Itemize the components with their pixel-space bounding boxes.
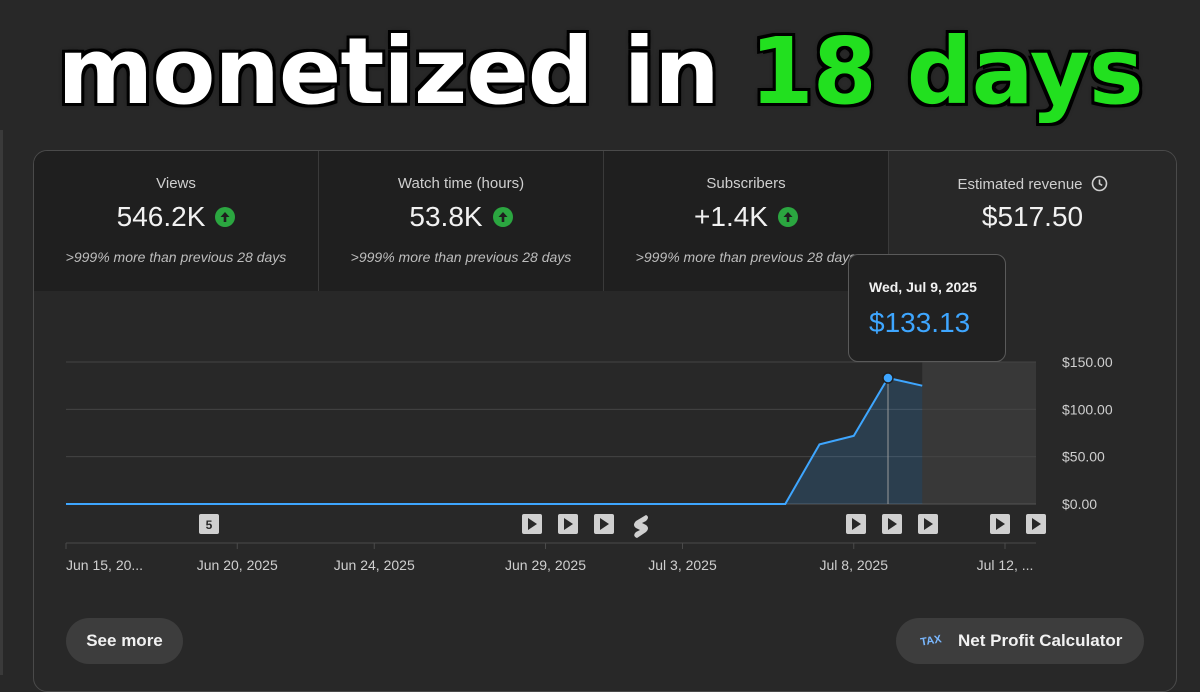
clock-icon [1091,175,1108,196]
arrow-up-icon [492,207,513,227]
stat-comparison: >999% more than previous 28 days [350,249,572,265]
play-icon [888,518,897,530]
y-tick-label: $150.00 [1062,354,1113,370]
stat-views[interactable]: Views 546.2K >999% more than previous 28… [34,151,319,291]
x-tick-label: Jun 24, 2025 [334,557,415,573]
chart-tooltip: Wed, Jul 9, 2025 $133.13 [848,254,1006,362]
stat-watch-time[interactable]: Watch time (hours) 53.8K >999% more than… [319,151,604,291]
play-icon [564,518,573,530]
play-icon [996,518,1005,530]
x-tick-label: Jul 8, 2025 [820,557,889,573]
headline: monetized in 18 days [0,12,1200,132]
net-profit-calculator-button[interactable]: TAX Net Profit Calculator [896,618,1144,664]
x-tick-label: Jul 3, 2025 [648,557,717,573]
y-tick-label: $100.00 [1062,401,1113,417]
play-icon [600,518,609,530]
play-icon [528,518,537,530]
stat-comparison: >999% more than previous 28 days [635,249,857,265]
tooltip-value: $133.13 [869,307,971,338]
x-tick-label: Jul 12, ... [977,557,1034,573]
stat-value: 53.8K [409,201,483,232]
y-tick-label: $0.00 [1062,496,1097,512]
revenue-chart[interactable]: $150.00 $100.00 $50.00 $0.00 5 Jun 15, 20... J… [0,0,1200,675]
stat-label-text: Estimated revenue [957,176,1083,193]
left-divider [0,130,3,675]
highlighted-point [882,372,894,384]
x-tick-label: Jun 20, 2025 [197,557,278,573]
shorts-count-label: 5 [206,518,213,532]
stats-row: Views 546.2K >999% more than previous 28… [34,151,1176,291]
stat-comparison: >999% more than previous 28 days [65,249,287,265]
stat-label: Watch time (hours) [397,175,525,192]
play-icon [924,518,933,530]
stat-value: 546.2K [116,201,206,232]
arrow-up-icon [777,207,798,227]
stat-label: Subscribers [706,175,786,192]
arrow-up-icon [215,207,236,227]
play-icon [1032,518,1041,530]
see-more-button[interactable]: See more [66,618,183,664]
tax-logo-icon: TAX [919,633,943,649]
revenue-area [66,377,923,504]
x-tick-label: Jun 15, 20... [66,557,143,573]
shorts-count-marker [199,514,219,534]
y-tick-label: $50.00 [1062,449,1105,465]
stat-subscribers[interactable]: Subscribers +1.4K >999% more than previo… [604,151,889,291]
headline-part1: monetized in [57,18,719,125]
stat-value: +1.4K [694,201,768,232]
shorts-icon [634,515,648,538]
revenue-line [66,376,923,505]
net-profit-label: Net Profit Calculator [958,631,1123,650]
stat-label: Estimated revenue [889,175,1176,196]
play-icon [852,518,861,530]
stat-value: $517.50 [981,201,1084,232]
stat-label: Views [156,175,196,192]
tooltip-date: Wed, Jul 9, 2025 [869,279,977,295]
headline-part2: 18 days [749,18,1144,125]
partial-period-shade [922,362,1036,504]
x-tick-label: Jun 29, 2025 [505,557,586,573]
